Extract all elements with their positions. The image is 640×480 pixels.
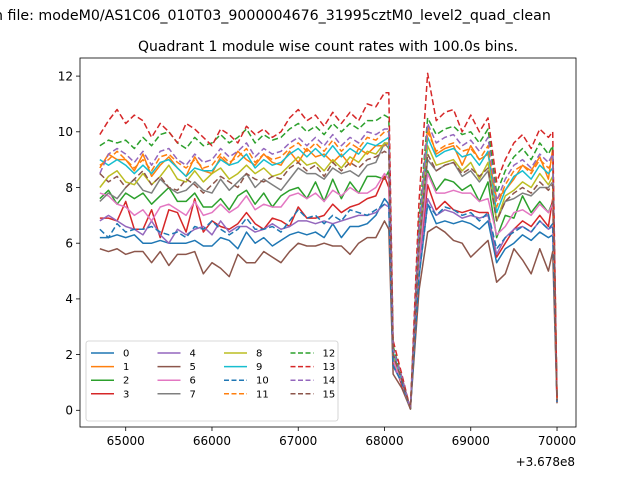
legend-label-0: 0	[123, 349, 129, 360]
legend-label-2: 2	[123, 376, 129, 387]
series-line-14	[99, 122, 558, 410]
series-line-5	[99, 220, 558, 410]
legend-label-15: 15	[323, 389, 336, 400]
legend-label-7: 7	[190, 389, 196, 400]
series-line-6	[99, 172, 558, 410]
y-tick-label: 8	[65, 181, 73, 195]
x-tick-label: 67000	[279, 434, 317, 448]
series-line-9	[99, 136, 558, 410]
legend-label-4: 4	[190, 349, 196, 360]
series-line-8	[99, 142, 558, 410]
series-line-12	[99, 114, 558, 410]
legend-label-1: 1	[123, 362, 129, 373]
series-line-15	[99, 150, 558, 410]
y-tick-label: 2	[65, 348, 73, 362]
series-line-7	[99, 142, 558, 410]
x-tick-label: 66000	[193, 434, 231, 448]
series-line-2	[99, 170, 558, 410]
y-tick-label: 6	[65, 236, 73, 250]
chart-title: Quadrant 1 module wise count rates with …	[138, 39, 518, 55]
legend-label-13: 13	[323, 362, 336, 373]
x-tick-label: 68000	[365, 434, 403, 448]
legend-label-8: 8	[256, 349, 262, 360]
series-line-0	[99, 197, 558, 410]
y-axis: 0 2 4 6 8 10 12	[58, 69, 80, 418]
y-tick-label: 4	[65, 292, 73, 306]
x-axis: 65000 66000 67000 68000 69000 70000	[107, 427, 576, 448]
series-line-13	[99, 72, 558, 410]
x-tick-label: 69000	[452, 434, 490, 448]
axes-frame	[79, 57, 577, 428]
y-tick-label: 12	[58, 69, 73, 83]
series-line-11	[99, 131, 558, 410]
series-line-10	[99, 203, 558, 410]
x-tick-label: 65000	[107, 434, 145, 448]
series-line-4	[99, 197, 558, 410]
legend-label-6: 6	[190, 376, 196, 387]
y-tick-label: 0	[65, 404, 73, 418]
series-line-3	[99, 175, 558, 410]
legend-label-9: 9	[256, 362, 262, 373]
legend-label-3: 3	[123, 389, 129, 400]
legend-label-12: 12	[323, 349, 336, 360]
y-tick-label: 10	[58, 125, 73, 139]
legend-label-11: 11	[256, 389, 269, 400]
legend-label-5: 5	[190, 362, 196, 373]
legend-label-14: 14	[323, 376, 336, 387]
legend-box	[85, 340, 339, 422]
legend-label-10: 10	[256, 376, 269, 387]
x-tick-label: 70000	[538, 434, 576, 448]
figure-suptitle: n file: modeM0/AS1C06_010T03_9000004676_…	[0, 8, 551, 24]
x-offset-label: +3.678e8	[516, 455, 575, 469]
